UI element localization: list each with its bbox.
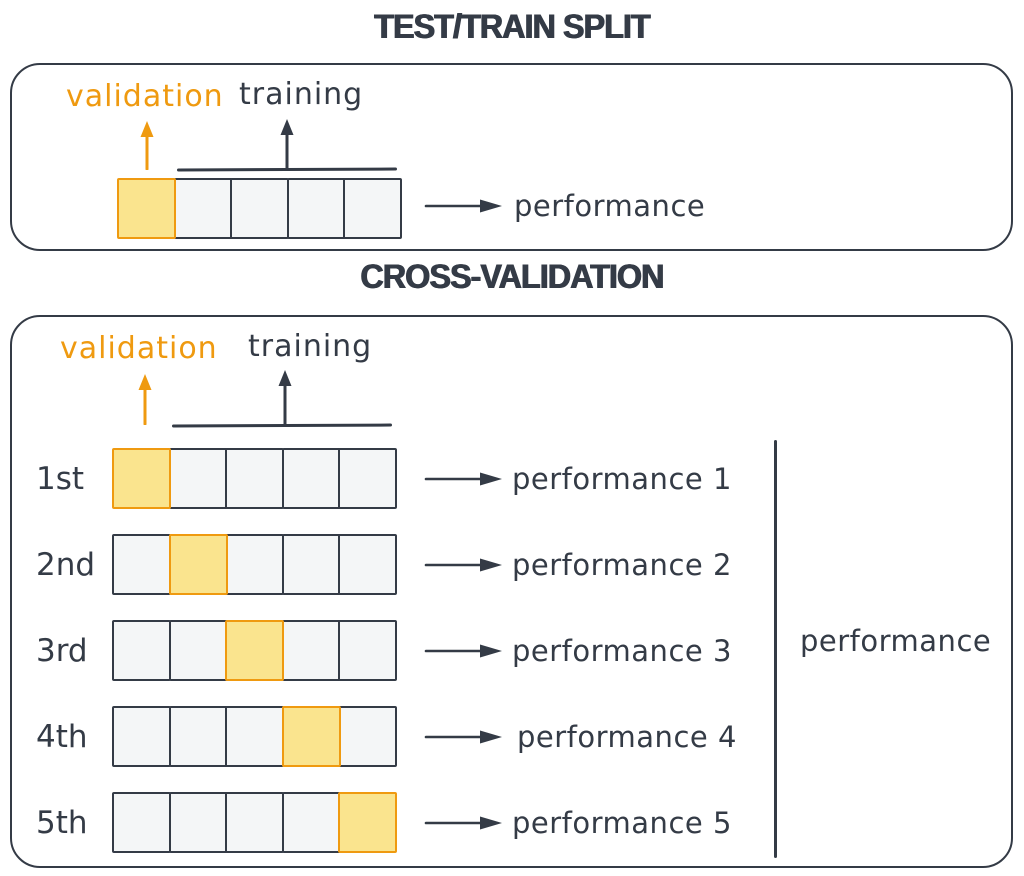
performance-arrow-icon xyxy=(424,558,502,571)
fold-label: 3rd xyxy=(36,632,88,669)
validation-label: validation xyxy=(66,79,224,114)
data-cell xyxy=(281,792,341,853)
performance-arrow-icon xyxy=(424,730,502,743)
performance-result-label: performance 3 xyxy=(512,633,732,668)
data-cell xyxy=(112,448,171,509)
data-cell xyxy=(225,792,284,853)
performance-result-label: performance 4 xyxy=(517,719,737,754)
data-cell xyxy=(112,534,171,595)
data-cell xyxy=(281,448,341,509)
data-cell xyxy=(225,620,284,681)
training-overline xyxy=(176,167,398,172)
performance-result-label: performance 5 xyxy=(512,805,732,840)
fold-data-cells xyxy=(112,792,397,853)
data-cell xyxy=(338,448,397,509)
fold-label: 5th xyxy=(36,804,88,841)
training-cell xyxy=(286,178,346,239)
data-cell xyxy=(281,620,341,681)
performance-arrow-icon xyxy=(424,199,502,213)
data-cell xyxy=(168,792,228,853)
training-up-arrow-icon xyxy=(278,370,292,427)
performance-result-label: performance 1 xyxy=(512,461,732,496)
performance-result-label: performance 2 xyxy=(512,547,732,582)
fold-data-cells xyxy=(112,620,397,681)
test-train-split-title: TEST/TRAIN SPLIT xyxy=(374,8,650,46)
data-cell xyxy=(281,534,341,595)
data-cell xyxy=(168,448,228,509)
data-cell xyxy=(338,620,397,681)
data-cell xyxy=(225,534,284,595)
fold-data-cells xyxy=(112,448,397,509)
validation-up-arrow-icon xyxy=(140,121,154,170)
data-cell xyxy=(281,706,341,767)
data-cell xyxy=(112,620,171,681)
data-cell xyxy=(168,534,228,595)
data-cell xyxy=(168,706,228,767)
data-cell xyxy=(338,534,397,595)
fold-data-cells xyxy=(112,706,397,767)
fold-row-5: 5th performance 5 xyxy=(12,792,1011,853)
test-train-split-panel: validation training performance xyxy=(10,63,1013,251)
data-cell xyxy=(112,706,171,767)
aggregate-performance-label: performance xyxy=(800,624,992,658)
aggregate-bracket-line xyxy=(774,440,777,858)
fold-label: 2nd xyxy=(36,546,96,583)
data-cell xyxy=(112,792,171,853)
fold-row-1: 1st performance 1 xyxy=(12,448,1011,509)
data-cell xyxy=(338,792,397,853)
data-cell xyxy=(168,620,228,681)
training-overline xyxy=(171,423,393,428)
validation-up-arrow-icon xyxy=(138,374,152,425)
fold-row-3: 3rd performance 3 xyxy=(12,620,1011,681)
validation-label: validation xyxy=(60,331,218,366)
performance-label: performance xyxy=(514,189,706,223)
data-cell xyxy=(225,706,284,767)
training-label: training xyxy=(239,77,364,112)
training-cell xyxy=(343,178,402,239)
fold-label: 4th xyxy=(36,718,88,755)
validation-cell xyxy=(117,178,176,239)
fold-label: 1st xyxy=(36,460,85,497)
data-cell xyxy=(338,706,397,767)
fold-row-4: 4th performance 4 xyxy=(12,706,1011,767)
training-cell xyxy=(173,178,233,239)
cross-validation-panel: validation training 1st performance 1 2n… xyxy=(10,315,1013,868)
performance-arrow-icon xyxy=(424,816,502,829)
data-cell xyxy=(225,448,284,509)
cross-validation-title: CROSS-VALIDATION xyxy=(360,258,664,296)
training-label: training xyxy=(248,329,373,364)
training-cell xyxy=(230,178,289,239)
training-up-arrow-icon xyxy=(280,119,294,170)
fold-row-2: 2nd performance 2 xyxy=(12,534,1011,595)
fold-data-cells xyxy=(112,534,397,595)
split-data-cells xyxy=(117,178,402,239)
performance-arrow-icon xyxy=(424,472,502,485)
performance-arrow-icon xyxy=(424,644,502,657)
